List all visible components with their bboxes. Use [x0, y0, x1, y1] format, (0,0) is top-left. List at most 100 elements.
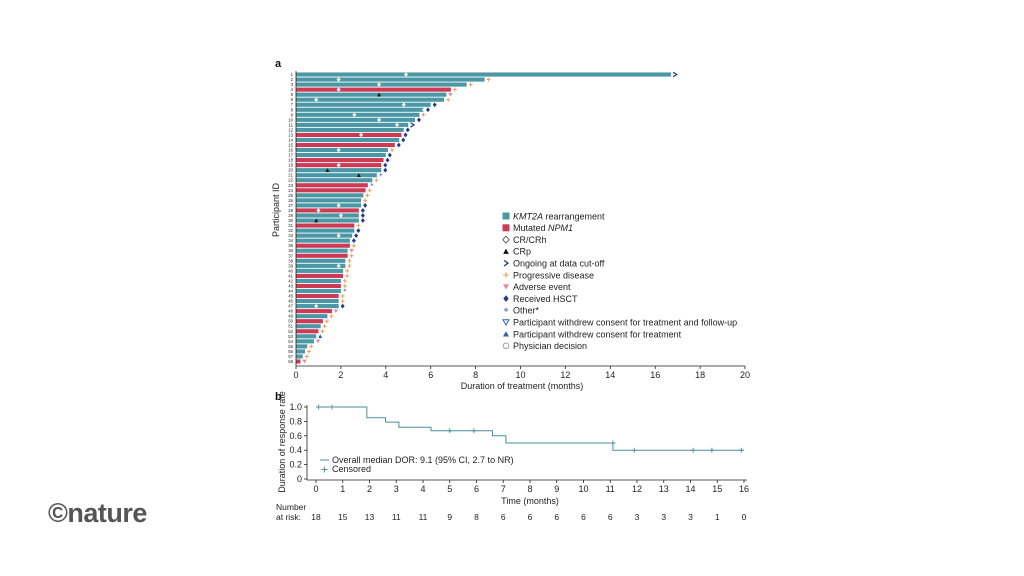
cr-crh-marker	[336, 203, 341, 208]
bar-participant-28	[296, 208, 359, 213]
cr-crh-marker	[401, 102, 406, 108]
bar-participant-25	[296, 193, 364, 198]
legend-label: Progressive disease	[513, 270, 594, 280]
participant-id-label: 9	[291, 112, 294, 117]
legend-label-censored: Censored	[332, 464, 371, 474]
x-tick-label: 7	[501, 484, 506, 494]
progressive-marker	[486, 77, 491, 82]
progressive-marker	[340, 294, 345, 299]
x-tick-label: 16	[650, 370, 660, 380]
legend-symbol-square-red	[502, 224, 510, 232]
adverse-marker	[349, 248, 354, 253]
other-marker: *	[343, 288, 347, 296]
x-tick-label: 1	[340, 484, 345, 494]
ongoing-marker	[672, 71, 678, 78]
panel-b-y-axis-title: Duration of response rate	[277, 391, 287, 493]
y-tick-label: 0.6	[289, 431, 302, 441]
bar-participant-14	[296, 137, 400, 143]
censored-marker	[631, 447, 637, 453]
bar-participant-24	[296, 188, 366, 193]
participant-id-label: 41	[288, 273, 293, 278]
hsct-marker	[340, 303, 345, 309]
legend-symbol-plus	[321, 466, 328, 473]
bar-participant-11	[296, 122, 409, 127]
x-tick-label: 6	[428, 370, 433, 380]
hsct-marker	[360, 218, 365, 223]
x-tick-label: 16	[739, 484, 749, 494]
progressive-marker	[421, 112, 426, 117]
participant-id-label: 48	[288, 309, 293, 314]
bar-participant-54	[296, 339, 314, 344]
x-tick-label: 8	[527, 484, 532, 494]
hsct-marker	[416, 117, 421, 123]
progressive-marker	[345, 273, 350, 278]
participant-id-label: 53	[288, 334, 293, 339]
censored-marker	[738, 447, 744, 453]
risk-count: 13	[365, 512, 375, 522]
participant-id-label: 26	[288, 198, 293, 203]
progressive-marker	[365, 193, 370, 198]
participant-id-label: 3	[291, 82, 294, 87]
panel-b-chart: Duration of response rate Time (months) …	[276, 391, 749, 522]
censored-marker	[690, 447, 696, 453]
progressive-marker	[347, 263, 352, 268]
cr-crh-marker	[314, 97, 319, 102]
x-tick-label: 20	[740, 370, 750, 380]
hsct-marker	[403, 132, 408, 138]
cr-crh-marker	[336, 77, 341, 82]
participant-id-label: 51	[288, 324, 293, 329]
bar-participant-48	[296, 309, 332, 314]
bar-participant-50	[296, 319, 323, 324]
bar-participant-49	[296, 314, 328, 319]
legend-symbol-star-blue: *	[504, 306, 509, 317]
adverse-marker	[448, 92, 453, 97]
participant-id-label: 11	[289, 122, 294, 127]
participant-id-label: 4	[291, 87, 294, 92]
participant-id-label: 23	[288, 183, 293, 188]
risk-count: 6	[581, 512, 586, 522]
x-tick-label: 5	[447, 484, 452, 494]
x-tick-label: 10	[515, 370, 525, 380]
bar-participant-38	[296, 258, 346, 263]
participant-id-label: 15	[288, 143, 293, 148]
progressive-marker	[304, 354, 309, 359]
risk-table: Number at risk: 18 15 13 11 11 9 8 6 6 6 6 6 3 3 3 1 0	[276, 502, 747, 522]
x-tick-label: 14	[605, 370, 615, 380]
risk-count: 0	[742, 512, 747, 522]
bar-participant-46	[296, 299, 339, 304]
bar-participant-35	[296, 243, 350, 248]
progressive-marker	[356, 223, 361, 228]
participant-id-label: 10	[288, 117, 293, 122]
cr-crh-marker	[376, 117, 382, 123]
panel-b-label: b	[275, 391, 282, 403]
panel-a-y-axis-title: Participant ID	[271, 182, 281, 237]
bar-participant-58	[296, 359, 301, 364]
x-tick-label: 6	[474, 484, 479, 494]
panel-b-x-axis-title: Time (months)	[501, 496, 559, 506]
bar-participant-4	[296, 87, 451, 92]
y-tick-label: 0.4	[289, 445, 302, 455]
participant-id-label: 45	[288, 294, 293, 299]
participant-id-label: 30	[288, 218, 293, 223]
progressive-marker	[367, 188, 372, 193]
x-tick-label: 12	[560, 370, 570, 380]
progressive-marker	[349, 253, 354, 258]
adverse-marker	[315, 339, 321, 344]
participant-id-label: 5	[291, 92, 294, 97]
participant-id-label: 17	[288, 153, 293, 158]
crp-marker	[356, 173, 361, 178]
x-tick-label: 4	[383, 370, 388, 380]
bar-participant-34	[296, 238, 350, 243]
bar-participant-53	[296, 334, 317, 339]
legend-label: KMT2A rearrangement	[513, 211, 605, 221]
participant-id-label: 28	[288, 208, 293, 213]
censored-marker	[471, 428, 477, 434]
x-tick-label: 12	[632, 484, 642, 494]
legend-label: Physician decision	[513, 341, 587, 351]
risk-count: 9	[447, 512, 452, 522]
x-tick-label: 2	[367, 484, 372, 494]
progressive-marker	[345, 268, 350, 273]
bar-participant-13	[296, 132, 402, 137]
y-tick-label: 1.0	[289, 402, 302, 412]
participant-id-label: 18	[288, 158, 293, 163]
